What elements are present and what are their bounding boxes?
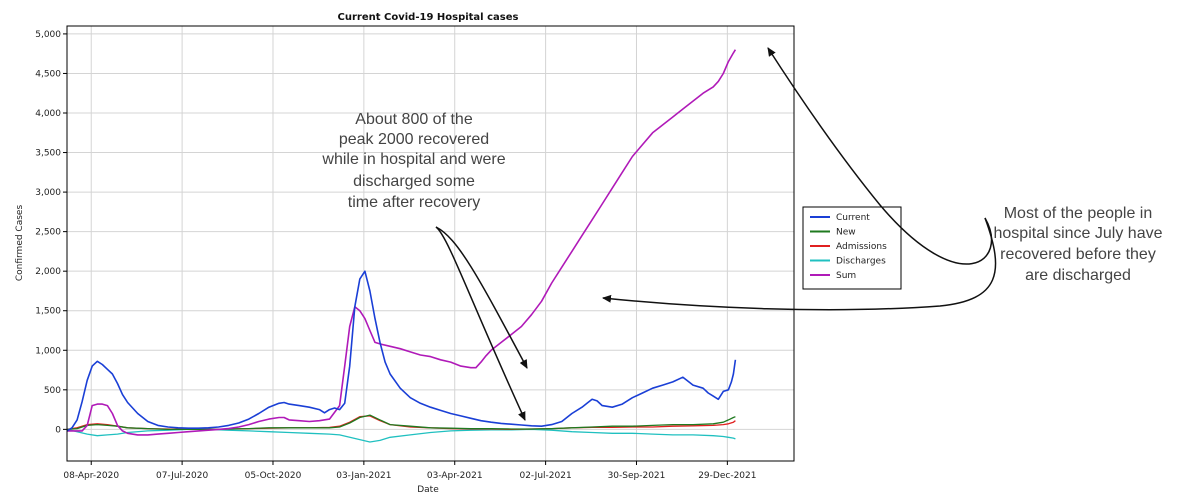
- legend-label-discharges: Discharges: [836, 257, 886, 267]
- annotation-right-line-4: are discharged: [1025, 267, 1131, 284]
- arrow-to-current-drop: [435, 226, 526, 421]
- plot-area: [67, 26, 794, 461]
- annotation-right: Most of the people in hospital since Jul…: [994, 205, 1163, 284]
- arrow-to-sum-trough: [435, 226, 528, 369]
- annotation-middle-line-2: peak 2000 recovered: [339, 131, 489, 148]
- x-axis: 08-Apr-2020 07-Jul-2020 05-Oct-2020 03-Jan-…: [63, 461, 756, 481]
- x-tick-label: 08-Apr-2020: [63, 471, 119, 481]
- annotation-middle-line-1: About 800 of the: [355, 111, 473, 128]
- chart-title: Current Covid-19 Hospital cases: [338, 12, 519, 23]
- plot-frame: [66, 25, 795, 462]
- x-tick-label: 07-Jul-2020: [156, 471, 208, 481]
- grid: [67, 26, 794, 461]
- y-tick-label: 1,000: [35, 346, 61, 356]
- legend-label-sum: Sum: [836, 271, 856, 281]
- y-tick-label: 0: [55, 425, 61, 435]
- y-tick-label: 4,000: [35, 109, 61, 119]
- y-axis-title: Confirmed Cases: [15, 205, 25, 282]
- x-tick-label: 29-Dec-2021: [698, 471, 756, 481]
- y-tick-label: 2,000: [35, 267, 61, 277]
- y-tick-label: 3,500: [35, 149, 61, 159]
- annotation-middle: About 800 of the peak 2000 recovered whi…: [321, 111, 505, 211]
- arrow-to-sum-end: [767, 47, 993, 265]
- y-tick-label: 5,000: [35, 30, 61, 40]
- legend-label-new: New: [836, 228, 856, 238]
- y-tick-label: 1,500: [35, 307, 61, 317]
- legend: Current New Admissions Discharges Sum: [802, 206, 902, 290]
- annotation-middle-line-3: while in hospital and were: [321, 151, 505, 168]
- arrow-to-sum-july: [602, 217, 997, 311]
- series-line-new: [66, 414, 736, 431]
- series-line-current: [66, 270, 737, 432]
- y-tick-label: 500: [44, 386, 61, 396]
- annotation-right-line-3: recovered before they: [1000, 246, 1156, 263]
- annotation-middle-line-4: discharged some: [353, 173, 475, 190]
- series-line-sum: [67, 49, 737, 436]
- x-tick-label: 03-Apr-2021: [427, 471, 483, 481]
- legend-label-admissions: Admissions: [836, 242, 887, 252]
- annotation-right-line-2: hospital since July have: [994, 225, 1163, 242]
- series-line-discharges: [66, 428, 736, 443]
- x-tick-label: 02-Jul-2021: [519, 471, 571, 481]
- x-tick-label: 30-Sep-2021: [608, 471, 666, 481]
- x-axis-title: Date: [417, 485, 439, 495]
- y-axis: 0 500 1,000 1,500 2,000 2,500 3,000 3,500 4,000 4…: [35, 30, 67, 435]
- annotation-right-line-1: Most of the people in: [1004, 205, 1153, 222]
- y-tick-label: 2,500: [35, 228, 61, 238]
- legend-label-current: Current: [836, 213, 870, 223]
- series-layer: [66, 49, 737, 443]
- y-tick-label: 3,000: [35, 188, 61, 198]
- y-tick-label: 4,500: [35, 69, 61, 79]
- x-tick-label: 03-Jan-2021: [336, 471, 391, 481]
- annotation-middle-line-5: time after recovery: [348, 194, 480, 211]
- x-tick-label: 05-Oct-2020: [245, 471, 302, 481]
